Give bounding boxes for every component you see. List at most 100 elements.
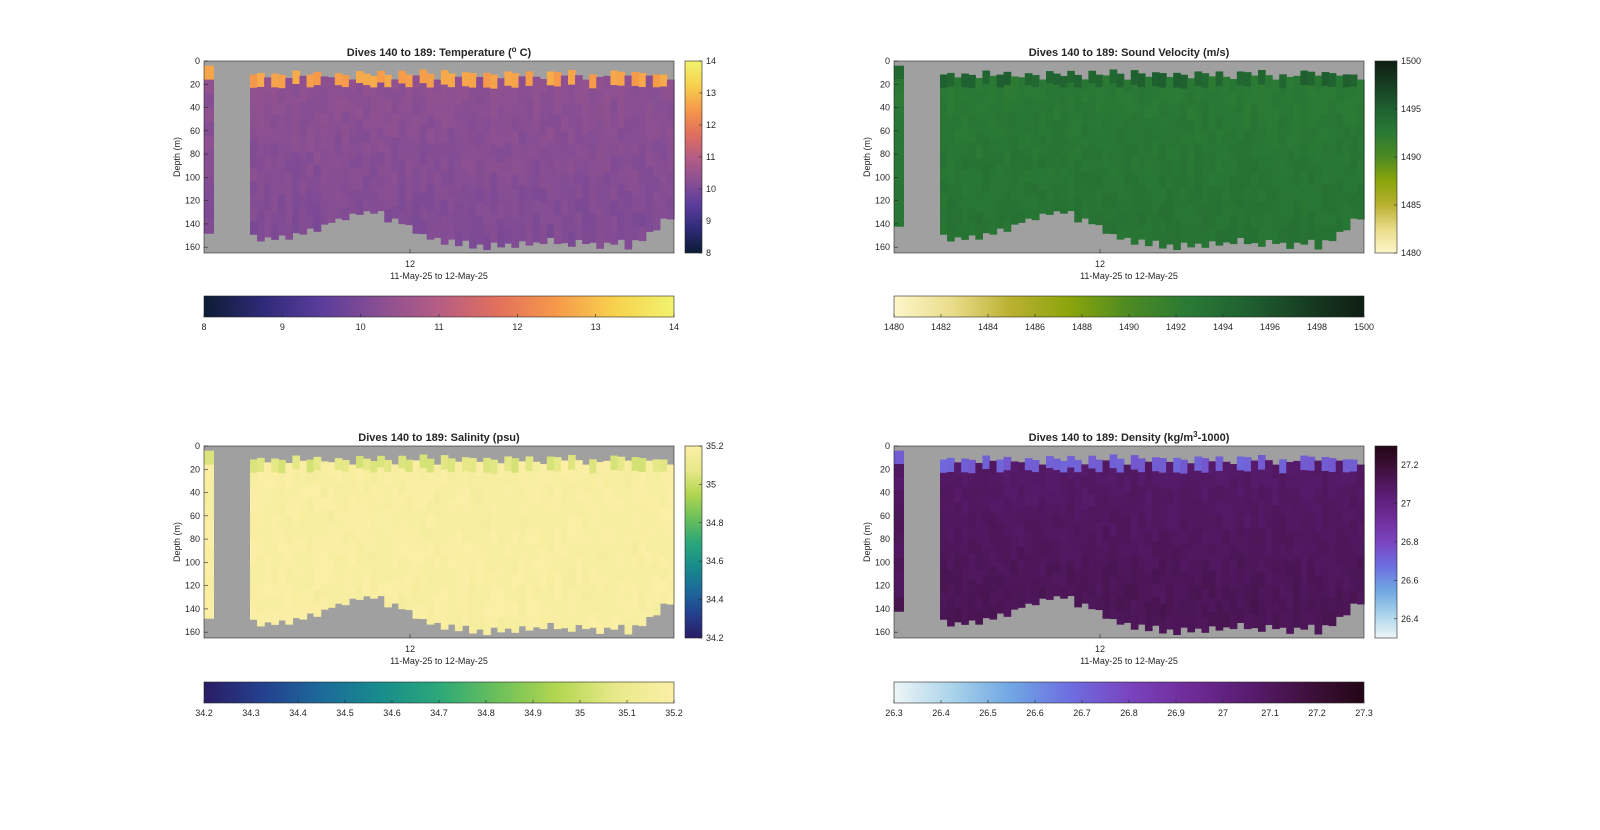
data-cell (398, 493, 407, 508)
data-cell (1215, 158, 1224, 174)
data-cell (1194, 200, 1203, 216)
data-cell (982, 604, 991, 619)
data-cell (624, 162, 633, 178)
data-cell (377, 549, 385, 562)
data-cell (483, 472, 491, 488)
data-cell (327, 186, 336, 199)
data-cell (377, 467, 385, 480)
data-cell (1031, 87, 1040, 100)
y-tick-label: 0 (195, 56, 200, 66)
data-cell (1335, 205, 1344, 219)
profile-column (532, 76, 541, 243)
y-tick-label: 0 (195, 441, 200, 451)
data-cell (975, 597, 983, 612)
data-cell (1067, 117, 1075, 130)
data-cell (1081, 137, 1089, 150)
data-cell (1279, 487, 1287, 502)
data-cell (1300, 542, 1309, 558)
data-cell (469, 501, 477, 517)
data-cell (1053, 85, 1061, 97)
data-cell (447, 472, 456, 487)
data-cell (1123, 517, 1132, 531)
profile-column (1272, 464, 1280, 630)
data-cell (341, 183, 350, 197)
data-cell (476, 559, 484, 574)
data-cell (257, 499, 265, 515)
data-cell (1102, 526, 1111, 540)
data-cell (553, 143, 562, 159)
data-cell (975, 503, 983, 518)
data-cell (940, 87, 948, 102)
data-cell (1144, 231, 1153, 247)
data-cell (356, 142, 364, 156)
data-cell (1279, 543, 1287, 558)
data-cell (603, 557, 611, 573)
data-cell (666, 592, 675, 605)
data-cell (1031, 171, 1040, 185)
data-cell (271, 582, 279, 598)
colorbar-right-tick-label: 10 (706, 184, 716, 194)
data-cell (645, 192, 654, 206)
data-cell (1123, 504, 1132, 518)
data-cell (975, 158, 983, 173)
data-cell (1236, 484, 1245, 499)
profile-column (469, 458, 477, 634)
data-cell (320, 187, 329, 201)
data-cell (631, 211, 640, 227)
data-cell (666, 511, 675, 524)
profile-column (954, 462, 962, 623)
data-cell (1144, 104, 1153, 120)
profile-column (462, 72, 470, 241)
data-cell (497, 190, 505, 206)
data-cell (1265, 610, 1273, 625)
profile-column (638, 73, 647, 242)
data-cell (961, 555, 969, 570)
data-cell (1159, 204, 1167, 220)
profile-column (264, 77, 272, 238)
data-cell (1095, 87, 1104, 101)
data-cell (1010, 461, 1019, 475)
data-cell (1116, 211, 1125, 226)
profile-column (1356, 464, 1365, 605)
data-cell (1293, 103, 1301, 118)
data-cell (940, 566, 948, 580)
data-cell (666, 557, 675, 570)
data-cell (341, 75, 350, 88)
data-cell (264, 157, 272, 171)
data-cell (546, 195, 555, 211)
data-cell (1307, 211, 1316, 226)
data-cell (377, 140, 385, 153)
data-cell (961, 499, 969, 515)
data-cell (1208, 131, 1217, 146)
data-cell (638, 184, 647, 200)
data-cell (1272, 560, 1280, 575)
data-cell (370, 121, 378, 134)
data-cell (204, 135, 214, 150)
data-cell (363, 176, 371, 189)
data-cell (982, 496, 991, 511)
data-cell (462, 583, 470, 598)
data-cell (377, 152, 385, 165)
data-cell (1053, 458, 1061, 471)
data-cell (996, 125, 1005, 140)
data-cell (1187, 617, 1195, 633)
data-cell (659, 182, 668, 195)
data-cell (1180, 529, 1188, 544)
data-cell (1293, 200, 1301, 215)
data-cell (624, 475, 633, 491)
data-cell (1208, 199, 1217, 214)
data-cell (1208, 103, 1217, 118)
data-cell (1102, 486, 1111, 501)
profile-column (370, 75, 378, 214)
data-cell (334, 566, 343, 580)
data-cell (518, 543, 527, 558)
data-cell (440, 585, 449, 601)
colorbar-bottom-tick-label: 26.6 (1026, 708, 1044, 718)
data-cell (313, 98, 322, 113)
profile-column (469, 73, 477, 249)
data-cell (320, 162, 329, 176)
data-cell (940, 101, 948, 115)
data-cell (1144, 90, 1153, 106)
data-cell (1286, 162, 1294, 178)
data-cell (469, 472, 477, 488)
